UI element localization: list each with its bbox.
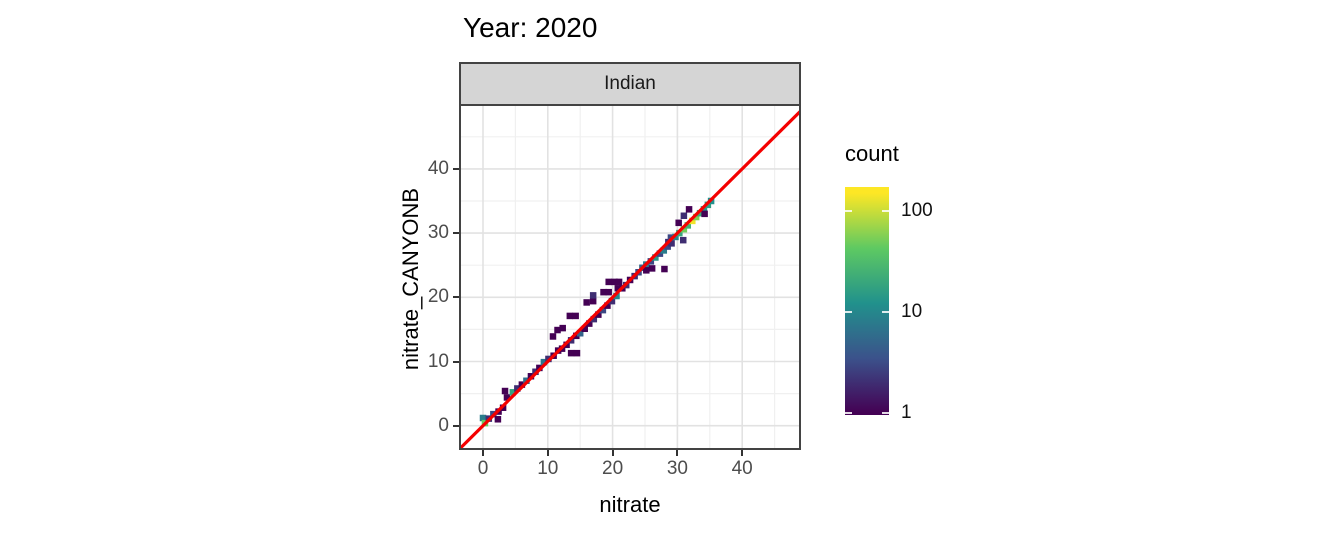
facet-strip-label: Indian (604, 73, 656, 94)
y-tick-label: 40 (427, 157, 449, 179)
bin (605, 288, 612, 296)
x-tick-mark (482, 450, 484, 456)
bin (701, 210, 708, 218)
bin (600, 288, 607, 296)
y-tick-label: 30 (427, 222, 449, 244)
bin (675, 219, 682, 227)
bin (696, 209, 704, 217)
x-tick-label: 20 (602, 458, 624, 479)
y-tick-mark (453, 232, 459, 235)
x-tick-label: 30 (666, 458, 688, 479)
bin (573, 332, 580, 340)
bin (595, 311, 602, 318)
y-tick-mark (453, 296, 459, 299)
legend-tick-mark-right (882, 412, 889, 414)
x-tick-label: 0 (477, 458, 489, 479)
legend-title: count (845, 141, 899, 166)
bin (501, 387, 509, 395)
bin (572, 312, 579, 320)
bin (680, 212, 688, 220)
bin (518, 381, 526, 388)
bin (689, 217, 696, 225)
x-tick-label: 40 (731, 458, 753, 479)
bin (479, 414, 487, 422)
bin (652, 254, 659, 261)
bin (685, 206, 693, 213)
bin (514, 385, 521, 392)
bin (581, 325, 588, 333)
bin (608, 297, 616, 305)
bin (599, 306, 607, 314)
bin (494, 416, 502, 423)
y-tick-label: 10 (427, 350, 449, 372)
legend-tick-mark-right (882, 210, 889, 212)
legend-tick-mark-left (845, 311, 852, 313)
bin (611, 278, 618, 286)
bin (604, 302, 611, 309)
bin (679, 236, 687, 244)
bin2d-canvas (461, 106, 799, 448)
bin (509, 389, 517, 396)
bin (586, 320, 593, 327)
bin (613, 292, 620, 300)
bin (615, 278, 623, 286)
bin (566, 312, 574, 320)
bin (576, 330, 584, 337)
y-tick-mark (453, 424, 459, 427)
legend-tick-mark-left (845, 412, 852, 414)
x-tick-mark (611, 450, 614, 456)
x-tick-mark (741, 450, 744, 456)
bin (573, 349, 581, 357)
plot-panel (459, 104, 801, 450)
bin (549, 333, 557, 340)
legend-tick-label: 1 (901, 402, 912, 423)
bin (656, 250, 664, 257)
legend-tick-label: 100 (901, 200, 933, 221)
bin (559, 324, 566, 332)
bin (692, 213, 700, 221)
bin (700, 206, 708, 213)
y-tick-label: 0 (438, 414, 449, 436)
bin (583, 299, 590, 306)
legend-tick-label: 10 (901, 301, 923, 322)
bin (567, 349, 575, 357)
y-tick-label: 20 (427, 286, 449, 308)
bin (684, 222, 692, 229)
y-tick-mark (453, 360, 459, 363)
plot-title: Year: 2020 (463, 12, 598, 43)
bin (661, 265, 668, 273)
bin (680, 225, 688, 233)
bin (660, 247, 668, 254)
y-tick-mark (453, 167, 459, 170)
facet-strip: Indian (459, 62, 801, 106)
x-axis-title: nitrate (599, 492, 661, 517)
bin (589, 292, 597, 299)
bin (605, 278, 612, 286)
x-tick-mark (546, 450, 549, 456)
x-tick-label: 10 (537, 458, 559, 479)
y-axis-title: nitrate_CANYONB (398, 187, 423, 371)
x-tick-mark (676, 450, 679, 456)
legend-tick-mark-left (845, 210, 852, 212)
bin (664, 243, 671, 250)
legend-tick-mark-right (882, 311, 889, 313)
bin (648, 265, 656, 272)
bin (554, 326, 561, 334)
bin (540, 358, 548, 366)
legend-colorbar (845, 187, 889, 415)
bin (590, 315, 598, 323)
bin (614, 285, 622, 292)
bin (503, 394, 511, 401)
bin (643, 267, 650, 274)
bin (589, 297, 597, 305)
